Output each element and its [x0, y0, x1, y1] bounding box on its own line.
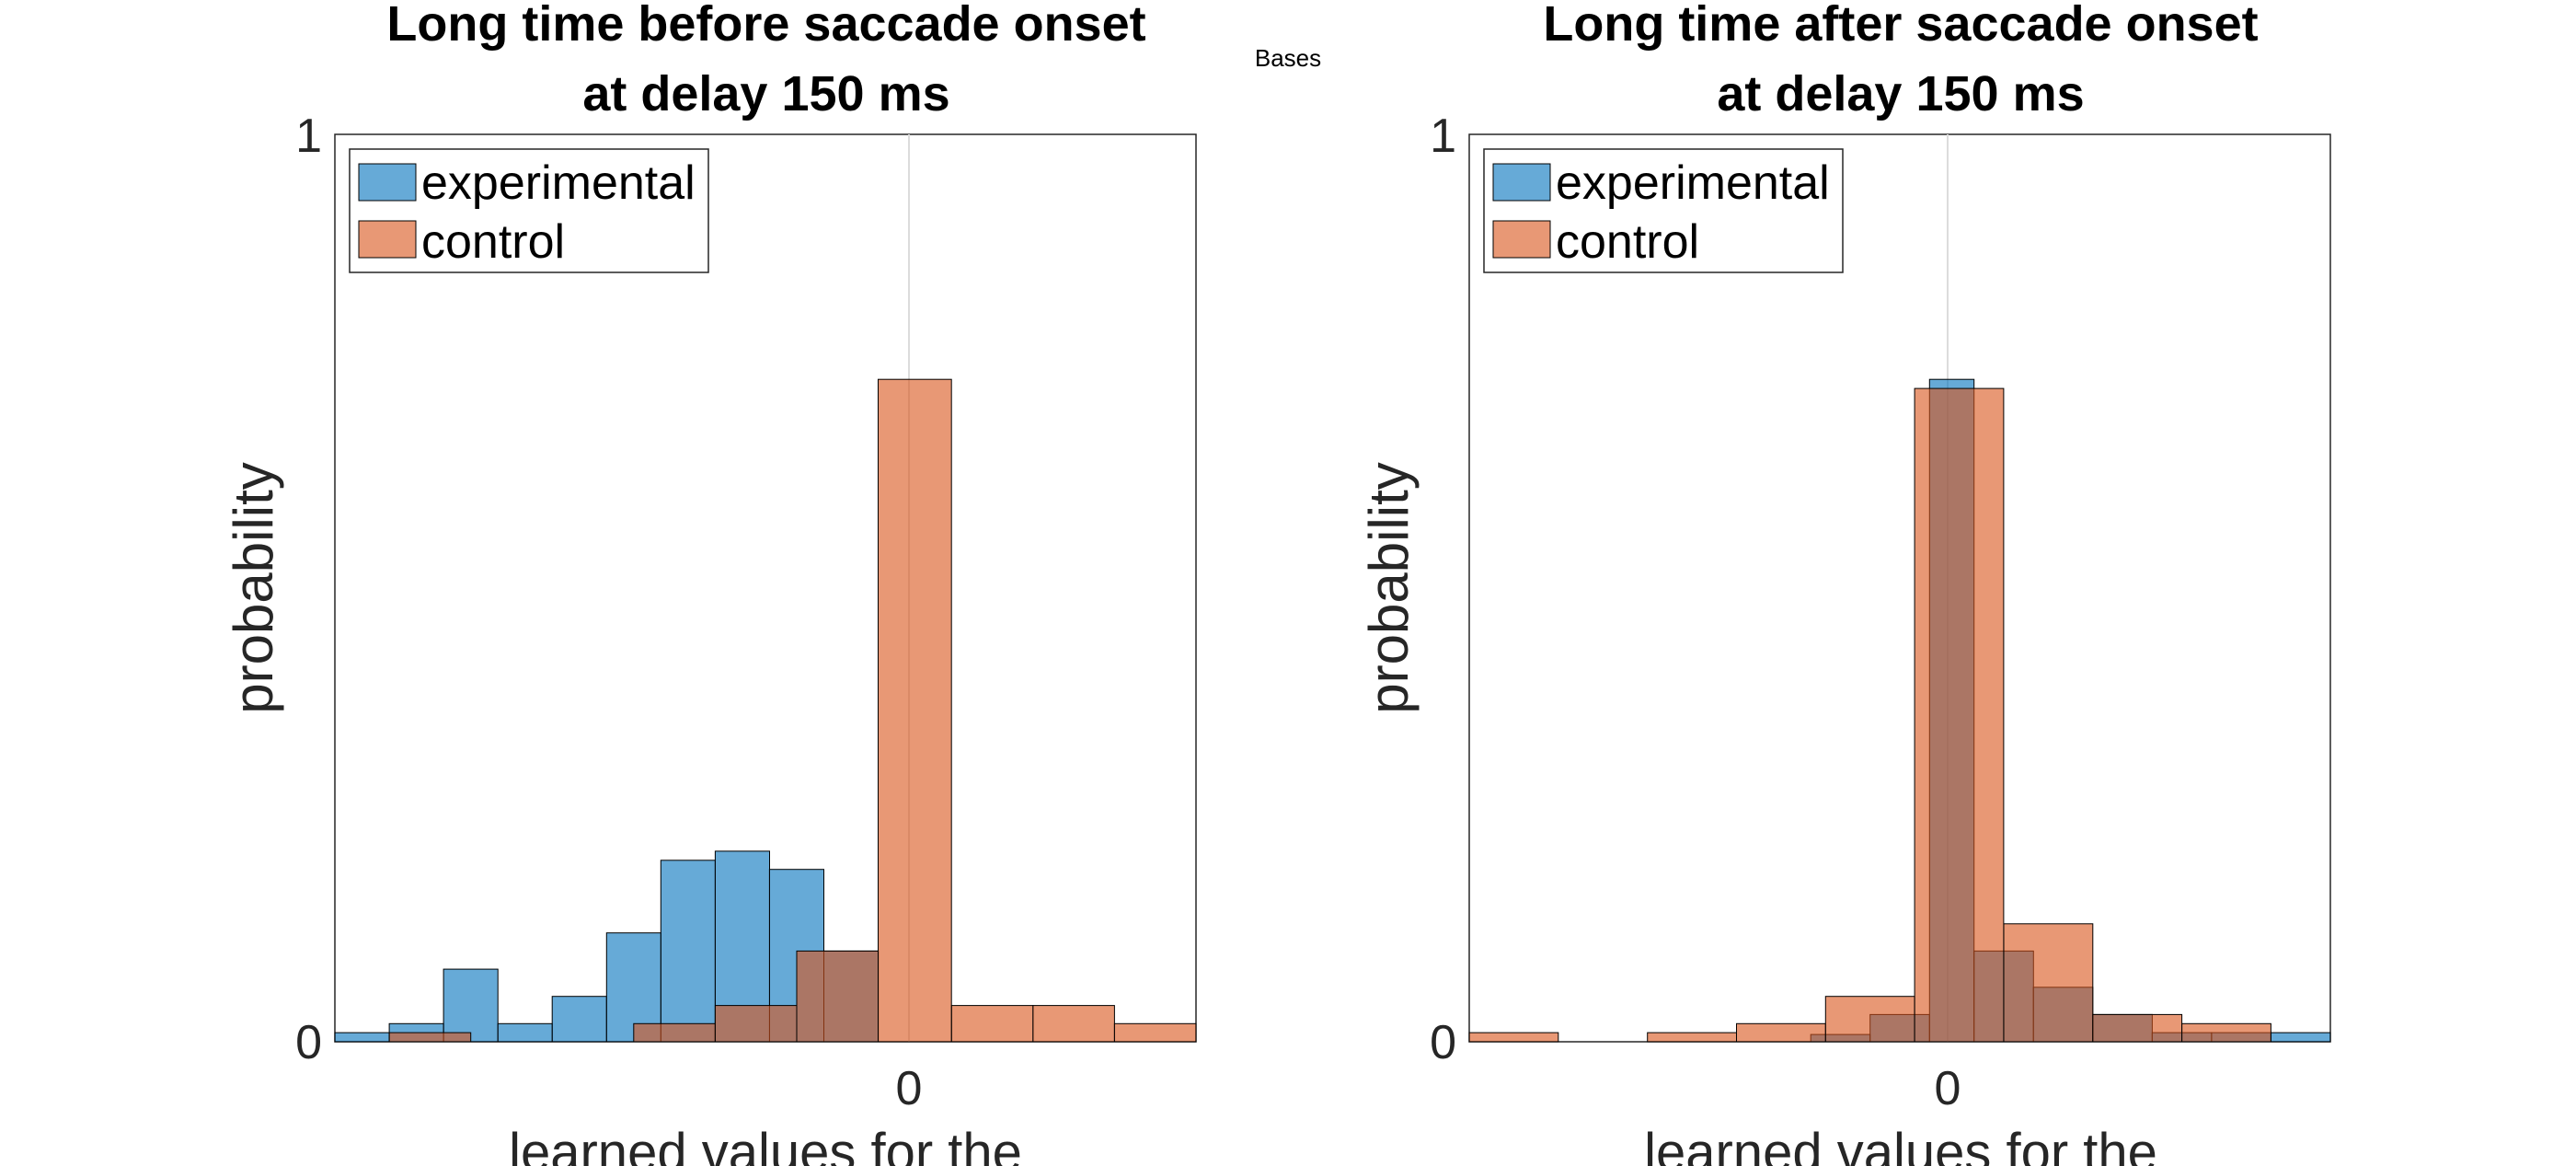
right-bar-control-2 — [1736, 1022, 1826, 1043]
left-bar-control-3 — [796, 950, 880, 1043]
right-bar-control-1 — [1647, 1032, 1737, 1043]
left-bar-control-2 — [714, 1005, 798, 1043]
left-bar-experimental-0 — [334, 1032, 390, 1043]
left-ylabel: probability — [223, 462, 284, 714]
right-bar-experimental-8 — [2270, 1032, 2331, 1043]
right-xtick-0: 0 — [1935, 1062, 1961, 1115]
left-panel: Long time before saccade onset at delay … — [223, 0, 1197, 1166]
right-plot-area — [1468, 133, 2331, 1043]
right-ytick-1: 1 — [1430, 110, 1456, 163]
right-bar-control-5 — [2003, 923, 2094, 1043]
right-bar-control-3 — [1824, 996, 1915, 1043]
figure-supertitle: Bases — [1255, 44, 1321, 72]
left-xtick-0: 0 — [896, 1062, 923, 1115]
left-legend-label-control: control — [421, 215, 565, 269]
right-xlabel: learned values for the — [1644, 1123, 2157, 1166]
left-bar-control-4 — [878, 378, 952, 1043]
left-xlabel: learned values for the — [509, 1123, 1022, 1166]
right-legend: experimental control — [1483, 148, 1844, 273]
right-legend-swatch-control — [1492, 220, 1551, 259]
left-legend-label-experimental: experimental — [421, 156, 696, 210]
left-panel-title-line-1: Long time before saccade onset — [386, 0, 1145, 52]
right-legend-label-control: control — [1556, 215, 1699, 269]
left-panel-title-line-2: at delay 150 ms — [582, 66, 949, 121]
left-bar-experimental-2 — [443, 968, 499, 1043]
left-ytick-1: 1 — [295, 110, 322, 163]
left-legend-swatch-experimental — [358, 163, 417, 202]
left-legend: experimental control — [349, 148, 709, 273]
left-bar-experimental-3 — [497, 1022, 553, 1043]
right-bar-control-7 — [2181, 1022, 2271, 1043]
right-panel: Long time after saccade onset at delay 1… — [1358, 0, 2331, 1166]
left-bars-control — [388, 378, 1197, 1043]
left-bar-control-7 — [1113, 1022, 1197, 1043]
left-bar-experimental-6 — [660, 860, 716, 1043]
right-panel-title-line-2: at delay 150 ms — [1717, 66, 2084, 121]
right-ytick-0: 0 — [1430, 1016, 1456, 1069]
right-bars-control — [1468, 387, 2271, 1043]
right-legend-label-experimental: experimental — [1556, 156, 1830, 210]
left-bar-control-0 — [388, 1032, 472, 1043]
left-legend-swatch-control — [358, 220, 417, 259]
right-bar-control-6 — [2092, 1013, 2183, 1043]
right-bar-control-4 — [1914, 387, 2005, 1043]
left-bar-control-1 — [633, 1022, 716, 1043]
right-legend-swatch-experimental — [1492, 163, 1551, 202]
left-bar-control-6 — [1032, 1005, 1115, 1043]
left-bar-experimental-4 — [551, 996, 607, 1043]
right-panel-title-line-1: Long time after saccade onset — [1543, 0, 2258, 52]
right-ylabel: probability — [1358, 462, 1420, 714]
right-bar-control-0 — [1468, 1032, 1559, 1043]
left-bar-control-5 — [950, 1005, 1034, 1043]
left-ytick-0: 0 — [295, 1016, 322, 1069]
